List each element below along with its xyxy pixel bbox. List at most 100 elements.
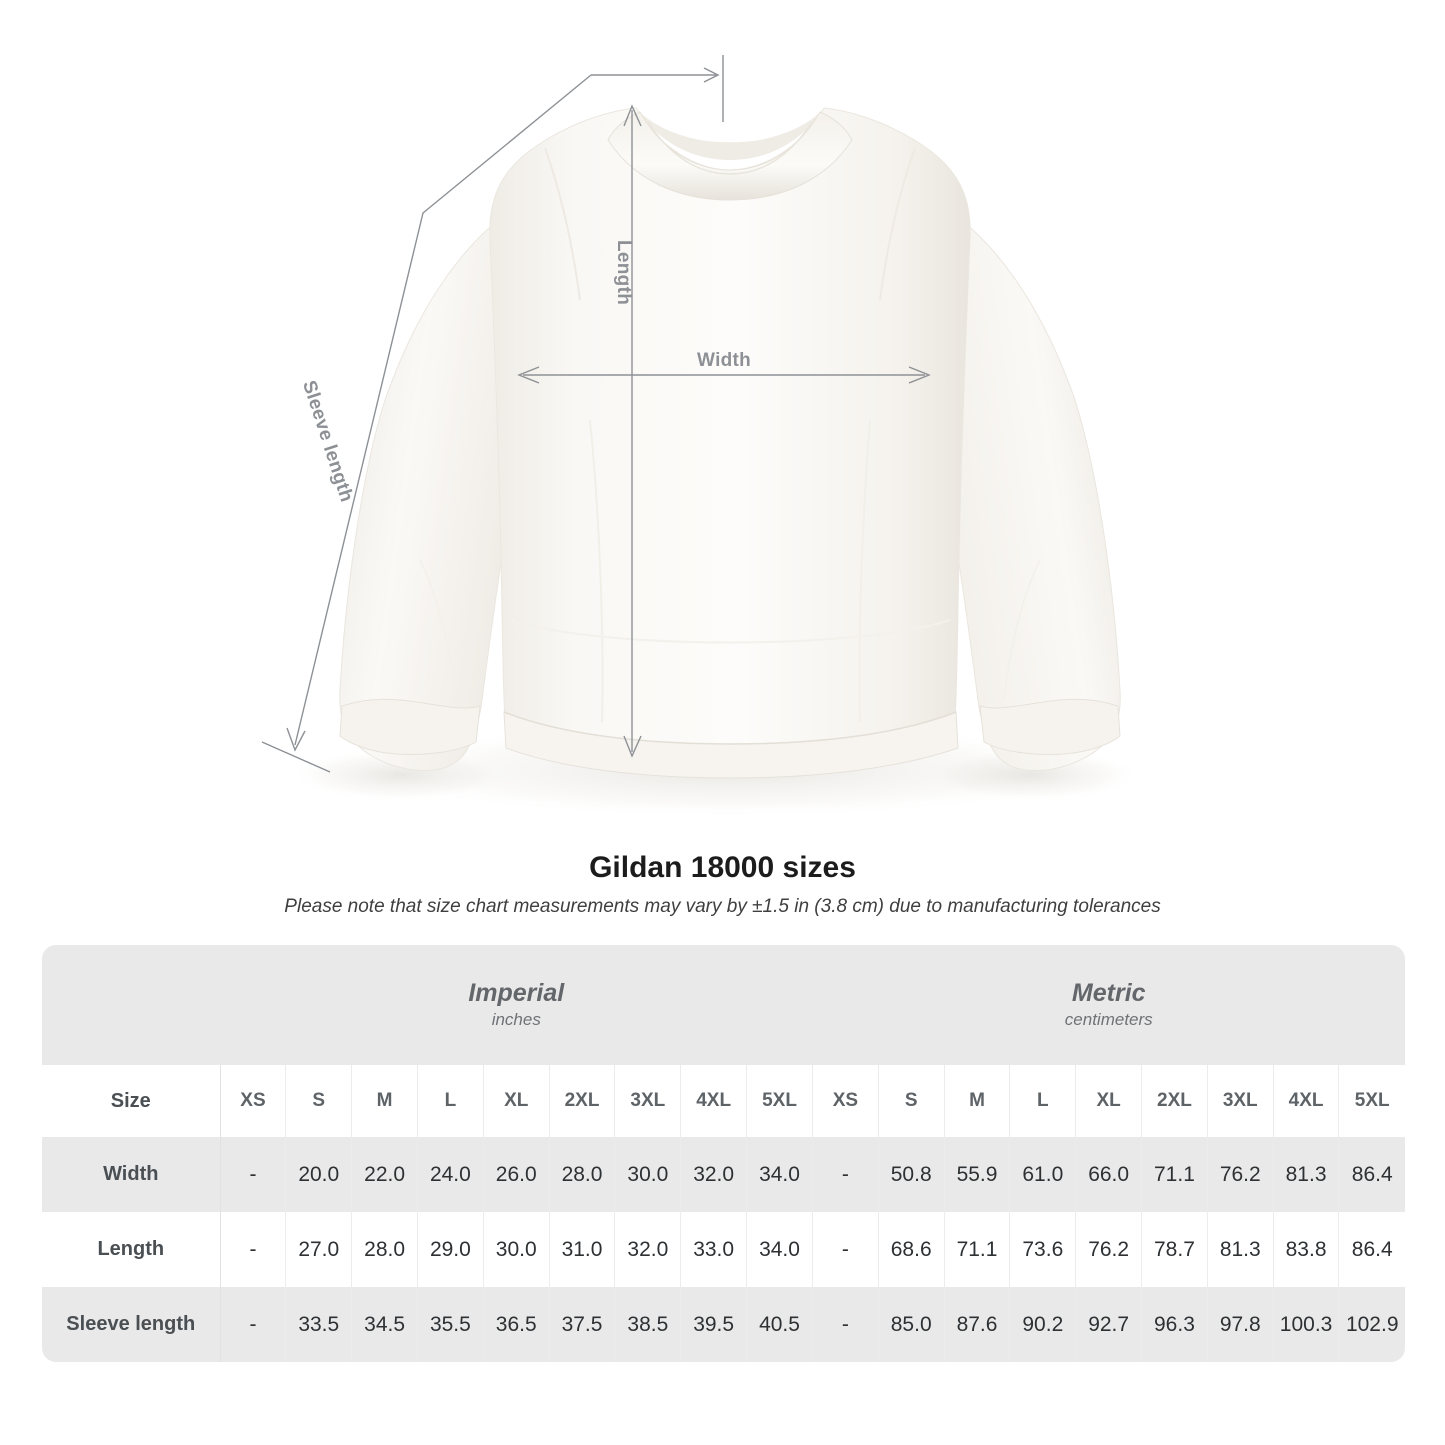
cell-length-imperial-l: 29.0 <box>417 1212 484 1287</box>
page-subtitle: Please note that size chart measurements… <box>284 896 1161 917</box>
size-header-metric-s: S <box>878 1065 945 1137</box>
cell-width-imperial-l: 24.0 <box>417 1137 484 1212</box>
sleeve-guide-arrowhead <box>286 727 306 752</box>
garment-illustration: Length Width Sleeve length <box>261 55 1140 818</box>
width-dimension-label: Width <box>697 350 752 371</box>
sleeve-guide-line <box>294 74 592 746</box>
cell-sleeve-length-metric-xs: - <box>811 1287 879 1362</box>
size-header-imperial-xl: XL <box>483 1065 550 1137</box>
cell-length-metric-xs: - <box>811 1212 879 1287</box>
cell-sleeve-length-metric-3xl: 97.8 <box>1207 1287 1274 1362</box>
cell-width-imperial-4xl: 32.0 <box>680 1137 748 1212</box>
cell-sleeve-length-imperial-s: 33.5 <box>285 1287 353 1362</box>
cell-sleeve-length-imperial-m: 34.5 <box>351 1287 418 1362</box>
cell-sleeve-length-metric-s: 85.0 <box>878 1287 945 1362</box>
right-shoulder-seam <box>879 147 916 301</box>
cell-width-imperial-s: 20.0 <box>285 1137 353 1212</box>
size-header-row: Size XS S M L XL 2XL 3XL 4XL 5XL XS S M L XL 2XL 3XL 4XL 5… <box>42 1065 1405 1137</box>
cell-length-imperial-3xl: 32.0 <box>614 1212 682 1287</box>
row-label-width: Width <box>42 1137 221 1212</box>
cell-width-imperial-5xl: 34.0 <box>746 1137 813 1212</box>
right-cuff-shadow <box>920 749 1140 801</box>
cell-sleeve-length-metric-2xl: 96.3 <box>1141 1287 1208 1362</box>
size-header-metric-2xl: 2XL <box>1141 1065 1208 1137</box>
width-guide-arrow-left <box>517 366 540 384</box>
length-dimension-label: Length <box>613 240 634 306</box>
cell-length-imperial-5xl: 34.0 <box>746 1212 813 1287</box>
sleeve-guide-tick <box>261 741 331 773</box>
left-sleeve <box>339 204 541 772</box>
table-row: Sleeve length -33.5 34.5 35.5 36.5 37.5 38.5 39… <box>42 1287 1405 1362</box>
size-chart-table: Imperial inches Metric centimeters Size X… <box>42 945 1405 1362</box>
cell-sleeve-length-imperial-2xl: 37.5 <box>549 1287 616 1362</box>
right-cuff <box>979 698 1121 755</box>
size-header-metric-l: L <box>1009 1065 1077 1137</box>
row-label-sleeve-length: Sleeve length <box>42 1287 221 1362</box>
cell-sleeve-length-metric-4xl: 100.3 <box>1273 1287 1340 1362</box>
cell-sleeve-length-imperial-xl: 36.5 <box>483 1287 550 1362</box>
cell-length-metric-l: 73.6 <box>1009 1212 1077 1287</box>
size-header-imperial-2xl: 2XL <box>549 1065 616 1137</box>
cell-length-imperial-2xl: 31.0 <box>549 1212 616 1287</box>
cell-sleeve-length-imperial-5xl: 40.5 <box>746 1287 813 1362</box>
size-header-metric-4xl: 4XL <box>1273 1065 1340 1137</box>
cell-width-imperial-xs: - <box>219 1137 287 1212</box>
size-header-imperial-s: S <box>285 1065 353 1137</box>
collar-inner-seam <box>647 121 813 175</box>
fold-left <box>589 419 604 723</box>
size-header-imperial-3xl: 3XL <box>614 1065 682 1137</box>
top-guide-arrowhead <box>703 67 720 83</box>
size-header-metric-xs: XS <box>811 1065 879 1137</box>
left-cuff <box>339 698 481 755</box>
size-header-metric-xl: XL <box>1075 1065 1143 1137</box>
cell-length-metric-2xl: 78.7 <box>1141 1212 1208 1287</box>
size-header-metric-5xl: 5XL <box>1338 1065 1405 1137</box>
waistband-seam <box>503 711 957 745</box>
cell-width-metric-3xl: 76.2 <box>1207 1137 1274 1212</box>
unit-header-metric: Metric centimeters <box>812 945 1405 1065</box>
fold-right <box>858 419 871 723</box>
size-header-label: Size <box>42 1065 221 1137</box>
cell-sleeve-length-metric-m: 87.6 <box>944 1287 1011 1362</box>
cell-width-metric-4xl: 81.3 <box>1273 1137 1340 1212</box>
cell-length-metric-xl: 76.2 <box>1075 1212 1143 1287</box>
cell-sleeve-length-imperial-xs: - <box>219 1287 287 1362</box>
unit-band-row: Imperial inches Metric centimeters <box>42 945 1405 1065</box>
cell-length-metric-4xl: 83.8 <box>1273 1212 1340 1287</box>
fold-sleeve-right <box>1003 559 1041 701</box>
cell-sleeve-length-imperial-l: 35.5 <box>417 1287 484 1362</box>
cell-width-imperial-xl: 26.0 <box>483 1137 550 1212</box>
unit-title-imperial: Imperial <box>468 978 565 1007</box>
cell-width-metric-xs: - <box>811 1137 879 1212</box>
fold-hem <box>509 619 951 644</box>
cell-width-metric-l: 61.0 <box>1009 1137 1077 1212</box>
cell-length-imperial-m: 28.0 <box>351 1212 418 1287</box>
length-guide-arrow-bottom <box>623 735 642 758</box>
width-guide-arrow-right <box>908 366 931 384</box>
neck-opening <box>636 108 824 160</box>
right-sleeve <box>919 204 1121 772</box>
cell-sleeve-length-metric-l: 90.2 <box>1009 1287 1077 1362</box>
cell-length-imperial-s: 27.0 <box>285 1212 353 1287</box>
cell-length-metric-3xl: 81.3 <box>1207 1212 1274 1287</box>
length-guide-arrow-top <box>623 104 642 127</box>
table-row: Width -20.0 22.0 24.0 26.0 28.0 30.0 32.0 34.0-5… <box>42 1137 1405 1212</box>
unit-header-imperial: Imperial inches <box>220 945 813 1065</box>
table-row: Length -27.0 28.0 29.0 30.0 31.0 32.0 33.0 34.0-… <box>42 1212 1405 1287</box>
size-header-metric-m: M <box>944 1065 1011 1137</box>
size-header-metric-3xl: 3XL <box>1207 1065 1274 1137</box>
cell-length-imperial-xl: 30.0 <box>483 1212 550 1287</box>
cell-length-metric-s: 68.6 <box>878 1212 945 1287</box>
cell-width-metric-5xl: 86.4 <box>1338 1137 1405 1212</box>
size-header-imperial-5xl: 5XL <box>746 1065 813 1137</box>
cell-length-metric-m: 71.1 <box>944 1212 1011 1287</box>
size-header-imperial-m: M <box>351 1065 418 1137</box>
row-label-length: Length <box>42 1212 221 1287</box>
measurement-guides <box>261 55 931 773</box>
fold-sleeve-left <box>419 559 457 701</box>
cell-sleeve-length-metric-5xl: 102.9 <box>1338 1287 1405 1362</box>
unit-band-spacer <box>42 945 221 1065</box>
cell-width-imperial-m: 22.0 <box>351 1137 418 1212</box>
cell-sleeve-length-imperial-3xl: 38.5 <box>614 1287 682 1362</box>
left-shoulder-seam <box>544 147 581 301</box>
